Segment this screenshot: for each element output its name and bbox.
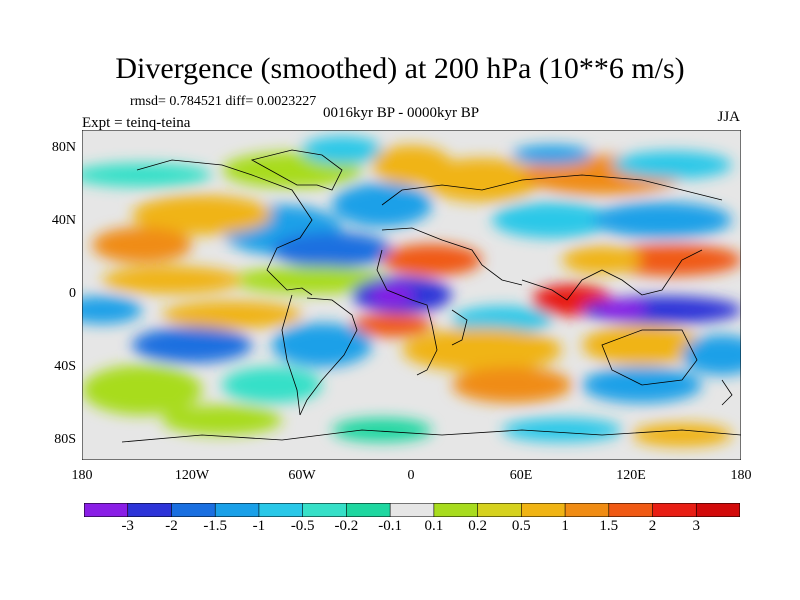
rmsd-stats: rmsd= 0.784521 diff= 0.0023227 — [130, 94, 317, 109]
colorbar-label: 0.1 — [424, 518, 444, 534]
colorbar-label: -0.2 — [334, 518, 359, 534]
colorbar-cell — [477, 503, 523, 517]
x-tick-label: 180 — [730, 468, 752, 483]
period-label: 0016kyr BP - 0000kyr BP — [323, 105, 480, 121]
colorbar-label: -3 — [121, 518, 134, 534]
x-tick-label: 60W — [288, 468, 316, 483]
y-tick-label: 0 — [69, 286, 76, 301]
colorbar-cell — [652, 503, 698, 517]
colorbar-cell — [608, 503, 654, 517]
y-tick-label: 40S — [54, 359, 76, 374]
season-label: JJA — [717, 109, 740, 125]
colorbar-label: 1 — [561, 518, 569, 534]
y-tick-label: 80S — [54, 432, 76, 447]
colorbar-label: -1 — [252, 518, 266, 534]
colorbar-cell — [433, 503, 479, 517]
experiment-label: Expt = teinq-teina — [82, 115, 191, 131]
colorbar-label: 3 — [692, 518, 701, 534]
colorbar-cell — [564, 503, 610, 517]
colorbar-cell — [84, 503, 129, 517]
colorbar-label: -0.5 — [290, 518, 315, 534]
x-tick-label: 120W — [174, 468, 210, 483]
colorbar-label: 0.5 — [511, 518, 531, 534]
x-tick-label: 180 — [71, 468, 93, 483]
colorbar-cell — [389, 503, 435, 517]
figure-title: Divergence (smoothed) at 200 hPa (10**6 … — [115, 52, 685, 85]
colorbar-label: -1.5 — [203, 518, 228, 534]
colorbar-label: -0.1 — [378, 518, 402, 534]
x-tick-label: 60E — [509, 468, 533, 483]
colorbar-cell — [127, 503, 173, 517]
x-tick-label: 0 — [407, 468, 415, 483]
colorbar-label: 2 — [648, 518, 657, 534]
map-plot — [82, 130, 741, 460]
colorbar-cell — [521, 503, 566, 517]
coastlines — [121, 149, 741, 443]
colorbar — [84, 503, 740, 517]
colorbar-label: 1.5 — [599, 518, 619, 534]
colorbar-label: 0.2 — [468, 518, 487, 534]
colorbar-cell — [346, 503, 391, 517]
colorbar-label: -2 — [165, 518, 178, 534]
y-tick-label: 40N — [51, 213, 76, 228]
divergence-field — [82, 136, 741, 447]
colorbar-cell — [302, 503, 348, 517]
colorbar-cell — [258, 503, 304, 517]
colorbar-cell — [214, 503, 260, 517]
colorbar-cell — [695, 503, 740, 517]
colorbar-cell — [171, 503, 217, 517]
x-tick-label: 120E — [616, 468, 646, 483]
y-tick-label: 80N — [51, 140, 76, 155]
